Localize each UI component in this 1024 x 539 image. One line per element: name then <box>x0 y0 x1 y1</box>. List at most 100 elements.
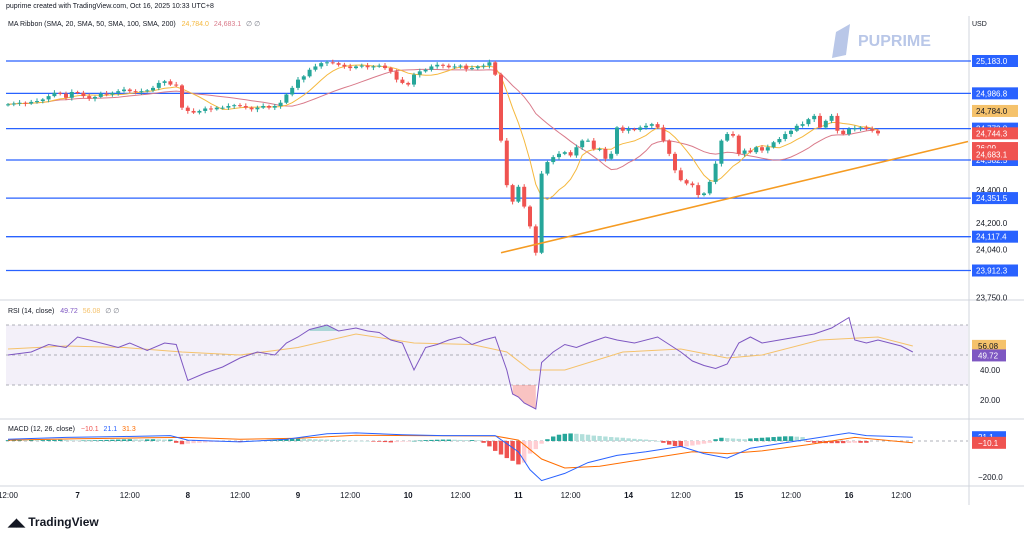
level-price-box-text: 24,351.5 <box>976 194 1008 203</box>
macd-hist-bar <box>522 441 527 463</box>
candle-body <box>330 62 335 64</box>
candle <box>168 79 173 86</box>
candle <box>151 85 155 93</box>
trendline-group <box>500 140 969 254</box>
candle <box>771 140 776 149</box>
candle-body <box>267 106 271 108</box>
macd-hist-bar <box>765 437 770 441</box>
candle-body <box>377 65 382 67</box>
macd-hist-bar <box>46 439 51 441</box>
macd-hist-price-box: −10.1 <box>972 436 1006 449</box>
macd-hist-bar <box>98 440 103 441</box>
candle <box>87 93 92 101</box>
macd-hist-bar <box>400 441 405 442</box>
macd-hist-bar <box>841 441 846 444</box>
rsi-ma-price-box-bg <box>972 339 1006 352</box>
macd-hist-bar <box>208 441 214 443</box>
macd-hist-bar <box>551 436 556 441</box>
macd-hist-bar <box>406 441 411 442</box>
candle-body <box>603 148 608 159</box>
candle-body <box>243 106 248 108</box>
candle-body <box>284 94 289 103</box>
macd-hist-bar <box>783 436 788 441</box>
candle-body <box>568 152 573 156</box>
rsi-tick-label: 40.00 <box>980 366 1001 375</box>
macd-hist-bar <box>353 440 359 442</box>
level-price-box-bg <box>972 230 1018 243</box>
candle-body <box>388 68 393 72</box>
candle-body <box>197 110 202 113</box>
macd-hist-bar <box>87 440 92 442</box>
time-tick-label: 12:00 <box>450 491 471 500</box>
macd-signal-line <box>7 434 913 469</box>
candle <box>232 103 237 109</box>
macd-hist-bar <box>5 440 11 441</box>
ma-slow-line <box>7 68 879 171</box>
rsi-flags: ∅ ∅ <box>105 308 119 315</box>
candle-body <box>185 107 190 111</box>
macd-hist-bar <box>638 439 643 441</box>
macd-hist-value: −10.1 <box>81 426 99 433</box>
candle <box>736 134 741 157</box>
candle <box>597 147 602 152</box>
candle-body <box>702 193 706 196</box>
candle <box>17 100 22 106</box>
candle-body <box>493 62 498 75</box>
macd-hist-bar <box>643 439 649 441</box>
candle-body <box>417 71 422 75</box>
candle <box>348 63 353 71</box>
candle <box>330 59 335 65</box>
candle-body <box>707 181 712 194</box>
ma-slow-price-box-bg <box>972 148 1018 161</box>
price-tick-label: 23,750.0 <box>976 293 1008 302</box>
candle <box>806 117 811 127</box>
ma-fast-price-box-bg <box>972 104 1018 117</box>
last-price-box-bg <box>972 127 1018 140</box>
macd-hist-bar <box>179 441 185 445</box>
candle <box>290 85 295 97</box>
candle-body <box>870 129 875 131</box>
macd-hist-bar <box>707 441 712 443</box>
candle-body <box>789 130 793 135</box>
candle <box>852 125 857 132</box>
macd-hist-bar <box>794 436 799 441</box>
candle <box>122 86 126 93</box>
macd-hist-bar <box>464 440 469 441</box>
candle <box>6 103 10 107</box>
candle-body <box>174 84 179 86</box>
macd-hist-bar <box>632 438 637 441</box>
candle <box>267 104 271 110</box>
level-price-box: 23,912.3 <box>972 264 1018 277</box>
candle-body <box>441 64 445 66</box>
candle <box>847 127 851 136</box>
currency-label: USD <box>972 21 987 28</box>
candle <box>504 137 509 188</box>
macd-hist-bar <box>330 439 335 441</box>
candle <box>812 113 817 123</box>
candle-body <box>359 65 364 67</box>
candle-body <box>736 135 741 154</box>
candle <box>423 68 428 73</box>
time-tick-label: 12:00 <box>561 491 582 500</box>
macd-hist-bar <box>777 436 782 441</box>
chart-credit: puprime created with TradingView.com, Oc… <box>6 3 214 10</box>
candle <box>475 65 480 70</box>
level-price-box-text: 25,183.0 <box>976 57 1008 66</box>
candle-body <box>162 81 167 83</box>
candle-body <box>661 127 666 141</box>
macd-hist-bar <box>446 439 451 441</box>
rsi-tick-label: 20.00 <box>980 396 1001 405</box>
ma-ribbon-flags: ∅ ∅ <box>246 21 260 28</box>
rsi-price-box: 49.72 <box>972 349 1006 362</box>
time-tick-label: 12:00 <box>0 491 19 500</box>
candle <box>603 146 608 162</box>
macd-hist-bar <box>481 441 486 443</box>
candle <box>394 69 399 83</box>
tradingview-logo: ◢◣ TradingView <box>8 515 99 529</box>
candle <box>574 144 579 158</box>
candle <box>661 124 666 143</box>
candle-body <box>591 140 596 149</box>
last-price-box: 24,744.3 <box>972 127 1018 140</box>
macd-hist-bar <box>110 439 115 441</box>
